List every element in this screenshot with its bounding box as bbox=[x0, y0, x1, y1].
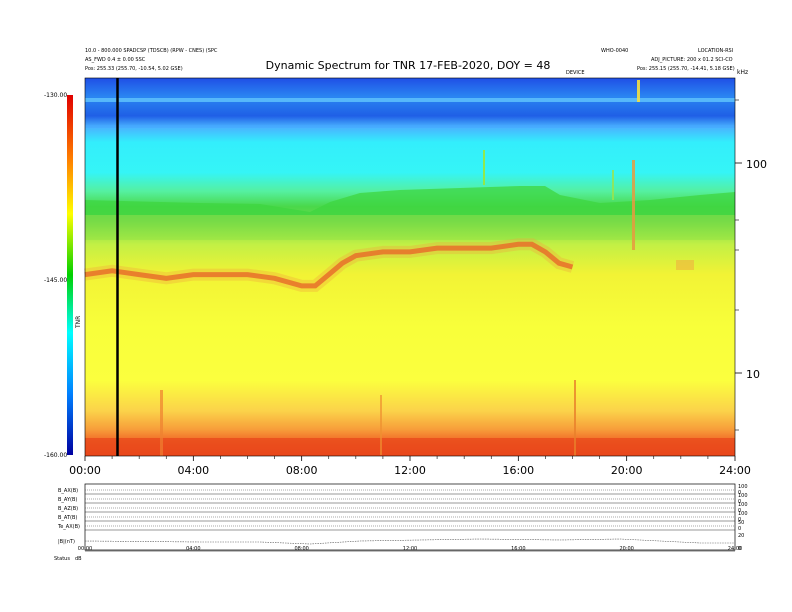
panel-row-label: B_AY(B) bbox=[58, 497, 77, 503]
x-tick-label: 20:00 bbox=[611, 464, 643, 477]
panel-labels: B_AX(B) B_AY(B) B_AZ(B) B_AT(B) Te_AX(B) |B|(… bbox=[57, 484, 748, 552]
x-tick-label: 16:00 bbox=[502, 464, 534, 477]
header-mid-small: DEVICE bbox=[566, 70, 585, 76]
right-axis-label-10: 10 bbox=[746, 368, 760, 381]
blue-band-line bbox=[85, 98, 735, 102]
panel-right-label: 0 bbox=[738, 517, 741, 523]
right-axis-label-100: 100 bbox=[746, 158, 767, 171]
chart-title: Dynamic Spectrum for TNR 17-FEB-2020, DO… bbox=[266, 59, 551, 72]
panel-right-label: 0 bbox=[738, 490, 741, 496]
header-left-line3: Pos: 255.33 (255.70, -10.54, 5.02 GSE) bbox=[85, 66, 183, 72]
red-floor-band bbox=[85, 438, 735, 456]
header-right-line4: Pos: 255.15 (255.70, -14.41, 5.18 GSE) bbox=[637, 66, 735, 72]
header-left-line1: 10.0 - 800.000 SPADCSP (TDSCB) (RPW - CN… bbox=[85, 48, 218, 54]
panel-footer-left: Status bbox=[54, 556, 70, 562]
panel-right-label: 20 bbox=[738, 533, 744, 539]
panel-x-tick-label: 20:00 bbox=[619, 546, 633, 552]
x-tick-label: 04:00 bbox=[177, 464, 209, 477]
x-tick-label: 08:00 bbox=[286, 464, 318, 477]
panel-right-label: 0 bbox=[738, 508, 741, 514]
panel-right-label: 0 bbox=[738, 499, 741, 505]
streak bbox=[483, 150, 485, 185]
panel-row-label: B_AX(B) bbox=[58, 488, 78, 494]
panel-right-label: 100 bbox=[738, 493, 748, 499]
x-tick-label: 00:00 bbox=[69, 464, 101, 477]
panel-right-label: 0 bbox=[738, 546, 741, 552]
header-right-line3: ADJ_PICTURE: 200 x 01.2 SCI-CO bbox=[651, 57, 733, 63]
header-right-line1: WHO-0040 bbox=[601, 48, 628, 54]
streak bbox=[632, 160, 635, 250]
vertical-streaks bbox=[160, 80, 694, 456]
panel-row-label: B_AZ(B) bbox=[58, 506, 78, 512]
x-tick-label: 12:00 bbox=[394, 464, 426, 477]
panel-trace-b bbox=[84, 538, 735, 545]
right-axis: kHz 100 10 bbox=[735, 69, 767, 431]
panel-right-label: 100 bbox=[738, 484, 748, 490]
colorbar-top-label: -130.00 bbox=[44, 92, 67, 99]
panel-right-label: 50 bbox=[738, 520, 744, 526]
panel-x-tick-label: 00:00 bbox=[78, 546, 92, 552]
streak bbox=[160, 390, 163, 456]
streak bbox=[380, 395, 382, 455]
streak bbox=[574, 380, 576, 456]
x-tick-label: 24:00 bbox=[719, 464, 751, 477]
panel-x-axis: 00:00 04:00 08:00 12:00 16:00 20:00 24:00 bbox=[78, 546, 742, 552]
panel-x-tick-label: 08:00 bbox=[294, 546, 308, 552]
colorbar bbox=[67, 95, 73, 455]
panel-x-tick-label: 12:00 bbox=[403, 546, 417, 552]
housekeeping-panel: B_AX(B) B_AY(B) B_AZ(B) B_AT(B) Te_AX(B) |B|(… bbox=[54, 483, 748, 562]
panel-right-label: 100 bbox=[738, 511, 748, 517]
spectrogram-background bbox=[85, 78, 735, 456]
panel-x-tick-label: 16:00 bbox=[511, 546, 525, 552]
streak bbox=[637, 80, 640, 102]
streak bbox=[676, 260, 694, 270]
colorbar-unit-label: TNR bbox=[75, 316, 82, 329]
colorbar-mid-label: -145.00 bbox=[44, 277, 67, 284]
panel-x-tick-label: 04:00 bbox=[186, 546, 200, 552]
panel-row-label: B_AT(B) bbox=[58, 515, 77, 521]
panel-right-label: 0 bbox=[738, 526, 741, 532]
spectrogram bbox=[84, 77, 736, 457]
blue-band-line-2 bbox=[85, 125, 735, 128]
panel-row-label: Te_AX(B) bbox=[57, 524, 80, 530]
header-right-line2: LOCATION-RSI bbox=[698, 48, 733, 54]
panel-footer-right: dB bbox=[75, 556, 82, 562]
panel-x-tick-label: 24:00 bbox=[728, 546, 742, 552]
panel-row-label: |B|(nT) bbox=[58, 539, 75, 545]
green-band bbox=[85, 186, 735, 215]
panel-right-label: 100 bbox=[738, 502, 748, 508]
right-axis-unit: kHz bbox=[737, 69, 748, 76]
orange-ridge bbox=[84, 238, 575, 292]
ridge-line bbox=[84, 241, 574, 289]
header-left-line2: AS_FWD 0.4 ± 0.00 SSC bbox=[85, 57, 146, 63]
streak bbox=[612, 170, 614, 200]
x-axis: 00:00 04:00 08:00 12:00 16:00 20:00 24:00 bbox=[69, 456, 751, 477]
colorbar-bottom-label: -160.00 bbox=[44, 452, 67, 459]
green-yellow-band bbox=[85, 215, 735, 240]
